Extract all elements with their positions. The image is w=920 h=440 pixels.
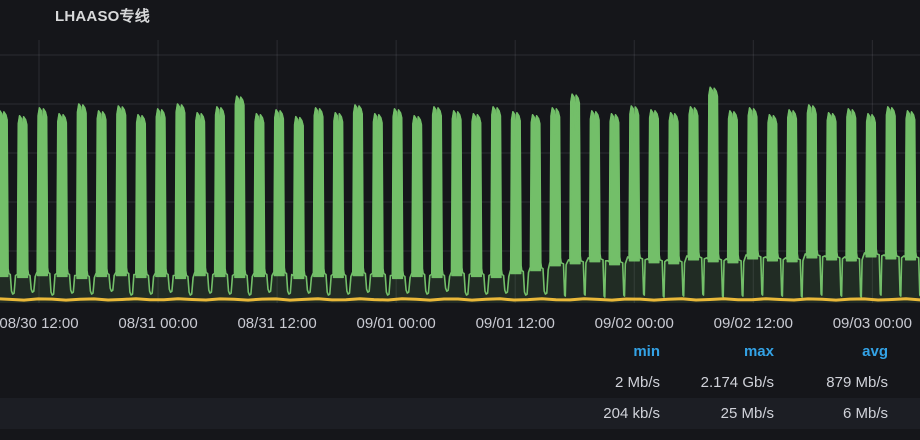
x-axis-tick-label: 09/02 12:00 — [713, 315, 793, 332]
stat-in-max: 2.174 Gb/s — [700, 373, 774, 391]
panel-title[interactable]: LHAASO专线 — [55, 8, 150, 25]
legend-header-avg[interactable]: avg — [862, 342, 888, 360]
stat-out-min: 204 kb/s — [603, 405, 660, 422]
series-in-line — [0, 86, 920, 298]
x-axis-tick-label: 09/01 12:00 — [475, 315, 555, 332]
x-axis-tick-label: 09/03 00:00 — [832, 315, 912, 332]
legend-header-min[interactable]: min — [633, 342, 660, 360]
stat-in-avg: 879 Mb/s — [826, 373, 888, 391]
stat-out-max: 25 Mb/s — [720, 405, 774, 422]
x-axis-tick-label: 09/01 00:00 — [356, 315, 436, 332]
legend-table: min max avg 2 Mb/s 2.174 Gb/s 879 Mb/s 2… — [0, 336, 920, 429]
series-out-line — [0, 297, 920, 302]
x-axis-tick-label: 08/31 12:00 — [237, 315, 317, 332]
x-axis-tick-label: 08/30 12:00 — [0, 315, 79, 332]
traffic-time-series-chart[interactable] — [0, 0, 920, 312]
stat-out-avg: 6 Mb/s — [842, 405, 888, 422]
x-axis-tick-label: 08/31 00:00 — [118, 315, 198, 332]
traffic-burst — [293, 116, 305, 280]
legend-header-max[interactable]: max — [743, 342, 774, 360]
stat-in-min: 2 Mb/s — [614, 373, 660, 391]
legend-row-traffic-out: 204 kb/s 25 Mb/s 6 Mb/s — [0, 398, 920, 429]
legend-header-row: min max avg — [0, 336, 920, 366]
legend-row-traffic-in: 2 Mb/s 2.174 Gb/s 879 Mb/s — [0, 366, 920, 398]
x-axis-tick-label: 09/02 00:00 — [594, 315, 674, 332]
series-in-bursts — [0, 86, 917, 280]
